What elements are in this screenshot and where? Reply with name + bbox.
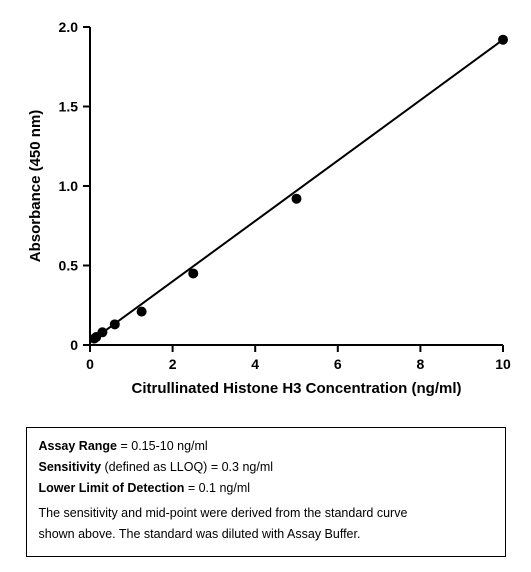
assay-range-line: Assay Range = 0.15-10 ng/ml [39, 438, 493, 455]
sensitivity-value: = 0.3 ng/ml [207, 460, 273, 474]
assay-info-box: Assay Range = 0.15-10 ng/ml Sensitivity … [26, 427, 506, 557]
note-line-1: The sensitivity and mid-point were deriv… [39, 505, 493, 522]
svg-text:10: 10 [495, 356, 511, 372]
sensitivity-paren: (defined as LLOQ) [101, 460, 207, 474]
sensitivity-label: Sensitivity [39, 460, 102, 474]
svg-text:2: 2 [169, 356, 177, 372]
svg-text:4: 4 [251, 356, 259, 372]
llod-value: = 0.1 ng/ml [184, 481, 250, 495]
svg-text:1.5: 1.5 [59, 99, 79, 115]
standard-curve-chart: 0 2 4 6 8 10 0 0.5 1.0 1.5 2.0 Citrullinated Histon… [15, 15, 515, 415]
svg-text:0: 0 [70, 337, 78, 353]
svg-text:Citrullinated Histone H3 Conce: Citrullinated Histone H3 Concentration (… [131, 380, 461, 397]
assay-range-value: = 0.15-10 ng/ml [117, 439, 208, 453]
svg-text:0.5: 0.5 [59, 258, 79, 274]
svg-text:8: 8 [417, 356, 425, 372]
svg-text:Absorbance (450 nm): Absorbance (450 nm) [27, 110, 44, 263]
svg-text:6: 6 [334, 356, 342, 372]
svg-text:0: 0 [86, 356, 94, 372]
svg-text:2.0: 2.0 [59, 19, 79, 35]
assay-range-label: Assay Range [39, 439, 118, 453]
llod-line: Lower Limit of Detection = 0.1 ng/ml [39, 480, 493, 497]
chart-svg: 0 2 4 6 8 10 0 0.5 1.0 1.5 2.0 Citrullinated Histon… [15, 15, 515, 415]
sensitivity-line: Sensitivity (defined as LLOQ) = 0.3 ng/m… [39, 459, 493, 476]
svg-text:1.0: 1.0 [59, 178, 79, 194]
llod-label: Lower Limit of Detection [39, 481, 185, 495]
